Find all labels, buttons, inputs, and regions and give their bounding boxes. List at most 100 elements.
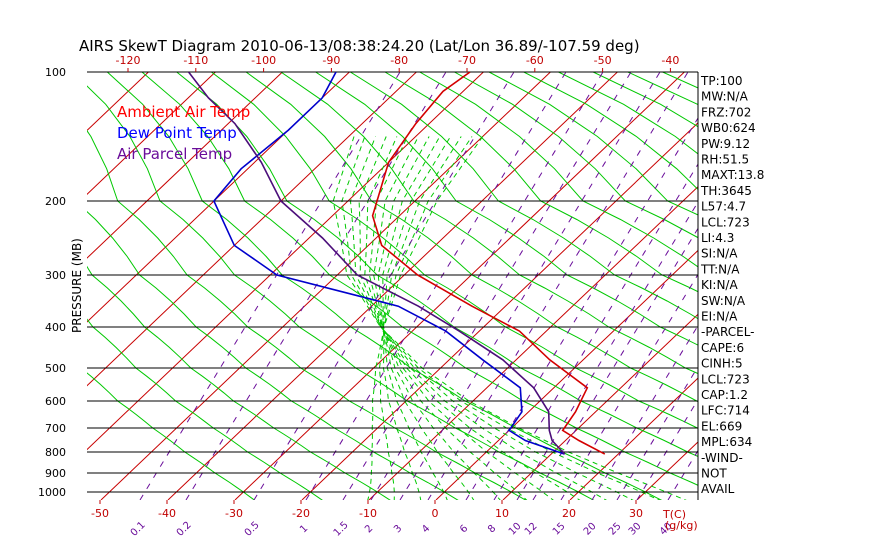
moist-adiabat-lines	[332, 136, 687, 500]
stat-line: SW:N/A	[701, 294, 746, 308]
stat-line: WB0:624	[701, 121, 756, 135]
y-axis-label: PRESSURE (MB)	[70, 238, 84, 333]
mixing-ratio-label: 20	[582, 521, 599, 538]
isobar-lines	[87, 71, 699, 500]
profile-series	[187, 72, 606, 455]
stat-line: MPL:634	[701, 435, 752, 449]
bottom-tick-label: -10	[359, 507, 377, 520]
dry-adiabat-line	[315, 72, 698, 346]
dry-adiabat-line	[141, 72, 698, 486]
mixing-ratio-label: 12	[523, 521, 540, 538]
isotherm-line	[636, 441, 698, 500]
mixing-unit-label: (g/kg)	[665, 519, 698, 532]
isotherm-line	[87, 72, 484, 451]
isotherm-line	[234, 72, 685, 500]
stat-line: AVAIL	[701, 482, 735, 496]
isotherm-line	[87, 72, 283, 259]
mixing-ratio-line	[427, 72, 689, 500]
mixing-ratio-label: 6	[458, 523, 470, 535]
mixing-ratio-label: 30	[627, 521, 644, 538]
mixing-ratio-label: 4	[420, 523, 432, 535]
mixing-ratio-line	[636, 398, 698, 500]
stat-line: KI:N/A	[701, 278, 738, 292]
legend: Ambient Air Temp Dew Point Temp Air Parcel…	[117, 103, 250, 163]
pressure-tick-label: 300	[45, 269, 66, 282]
bottom-tick-label: 0	[432, 507, 439, 520]
bottom-tick-label: -50	[91, 507, 109, 520]
mixing-ratio-label: 1.5	[332, 520, 351, 539]
x-unit-label: T(C)	[662, 508, 686, 521]
stat-line: CAP:1.2	[701, 388, 748, 402]
mixing-ratio-line	[516, 201, 698, 500]
top-tick-label: -110	[183, 54, 208, 67]
dry-adiabat-line	[350, 72, 698, 320]
mixing-ratio-label: 2	[363, 523, 375, 535]
isotherm-line	[100, 72, 551, 500]
mixing-ratio-line	[139, 72, 401, 500]
top-temperature-ticks: -120 -110 -100 -90 -80 -70 -60 -50 -40	[116, 54, 679, 72]
isotherm-line	[167, 72, 618, 500]
pressure-ticks: 100 200 300 400 500 600 700 800 900 1000	[38, 66, 66, 499]
dry-adiabat-line	[106, 72, 663, 500]
stat-line: TT:N/A	[700, 262, 740, 276]
isotherm-line	[87, 72, 350, 323]
series-line-dew-point-temp	[212, 72, 565, 455]
stat-line: PW:9.12	[701, 137, 750, 151]
legend-entry: Ambient Air Temp	[117, 103, 250, 121]
dry-adiabat-line	[87, 372, 256, 500]
moist-adiabat-line	[373, 136, 528, 500]
mixing-ratio-line	[616, 365, 698, 500]
bottom-tick-label: 20	[562, 507, 576, 520]
bottom-temperature-ticks: -50 -40 -30 -20 -10 0 10 20 30	[91, 500, 643, 520]
mixing-ratio-label: 25	[607, 521, 624, 538]
mixing-ratio-line	[532, 227, 698, 500]
isotherm-line	[569, 377, 698, 500]
bottom-tick-label: 10	[495, 507, 509, 520]
stat-line: CINH:5	[701, 357, 743, 371]
mixing-ratio-label: 10	[507, 521, 524, 538]
top-tick-label: -60	[526, 54, 544, 67]
series-line-ambient-air-temp	[371, 72, 606, 455]
bottom-tick-label: 30	[629, 507, 643, 520]
stat-line: L57:4.7	[701, 200, 746, 214]
stat-line: MAXT:13.8	[701, 168, 764, 182]
mixing-ratio-label: 0.5	[243, 520, 262, 539]
isotherm-line	[771, 72, 870, 500]
mixing-ratio-label: 1	[298, 523, 310, 535]
stat-line: LCL:723	[701, 215, 750, 229]
stat-line: EL:669	[701, 419, 742, 433]
pressure-tick-label: 600	[45, 395, 66, 408]
top-tick-label: -70	[458, 54, 476, 67]
isotherm-line	[87, 72, 216, 195]
moist-adiabat-line	[358, 136, 607, 500]
series-line-air-parcel-temp	[187, 72, 566, 455]
pressure-tick-label: 200	[45, 195, 66, 208]
pressure-tick-label: 800	[45, 446, 66, 459]
pressure-tick-label: 400	[45, 321, 66, 334]
top-tick-label: -40	[661, 54, 679, 67]
stat-line: LCL:723	[701, 372, 750, 386]
pressure-tick-label: 1000	[38, 486, 66, 499]
dry-adiabat-line	[419, 72, 698, 268]
mixing-ratio-line	[493, 163, 698, 500]
dry-adiabat-line	[211, 72, 698, 429]
stat-line: NOT	[701, 467, 727, 481]
dry-adiabat-line	[87, 85, 595, 500]
stat-line: -PARCEL-	[701, 325, 755, 339]
mixing-ratio-labels: 0.1 0.2 0.5 1 1.5 2 3 4 6 8 10 12 15 20 25 30 40	[129, 520, 675, 539]
dry-adiabat-line	[662, 72, 698, 89]
pressure-tick-label: 100	[45, 66, 66, 79]
dry-adiabat-line	[176, 72, 698, 457]
mixing-ratio-line	[399, 72, 661, 500]
mixing-ratio-line	[560, 273, 698, 500]
stat-line: RH:51.5	[701, 153, 749, 167]
mixing-ratio-label: 15	[551, 521, 568, 538]
stat-line: MW:N/A	[701, 90, 749, 104]
mixing-ratio-label: 0.2	[175, 520, 194, 539]
stat-line: CAPE:6	[701, 341, 744, 355]
bottom-tick-label: -40	[158, 507, 176, 520]
isotherm-line	[301, 122, 698, 500]
chart-title: AIRS SkewT Diagram 2010-06-13/08:38:24.2…	[79, 37, 640, 55]
stat-line: TP:100	[700, 74, 743, 88]
